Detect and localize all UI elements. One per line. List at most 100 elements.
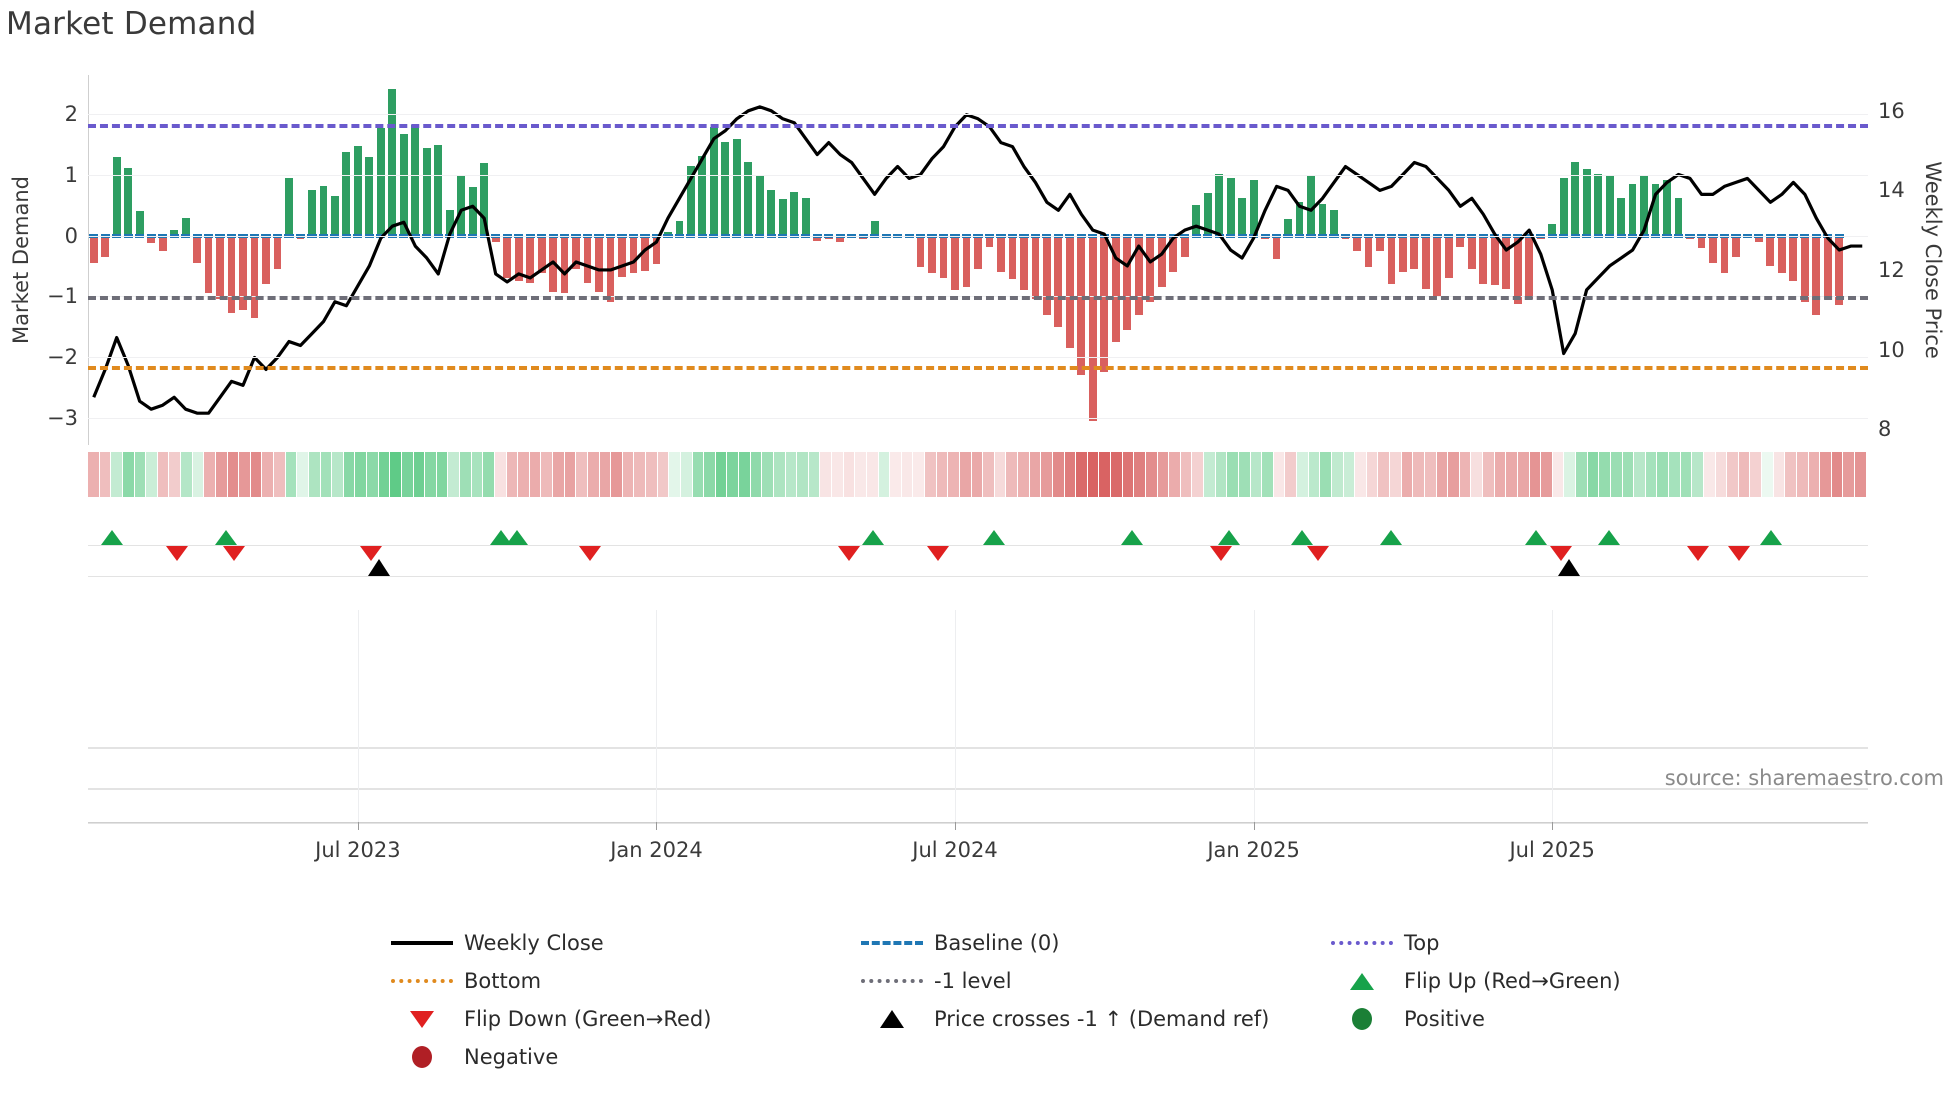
flip-up-marker[interactable] — [1525, 530, 1548, 545]
legend-item[interactable]: Bottom — [380, 966, 850, 996]
demand-bar — [480, 162, 489, 236]
heat-cell — [1018, 452, 1030, 497]
demand-bar — [1088, 235, 1097, 421]
heat-cell — [401, 452, 414, 497]
flip-up-marker[interactable] — [861, 530, 884, 545]
flip-down-marker[interactable] — [222, 546, 245, 561]
chart-legend: Weekly Close Baseline (0) Top Bottom -1 leve… — [380, 928, 1680, 1072]
flip-down-marker[interactable] — [926, 546, 949, 561]
y-tick-left: −2 — [47, 345, 78, 370]
flip-down-marker[interactable] — [837, 546, 860, 561]
heat-cell — [494, 452, 507, 497]
flip-down-marker[interactable] — [578, 546, 601, 561]
flip-up-marker[interactable] — [983, 530, 1006, 545]
demand-bar — [491, 235, 500, 242]
legend-item[interactable]: Weekly Close — [380, 928, 850, 958]
legend-label: -1 level — [934, 969, 1012, 993]
heat-cell — [262, 452, 274, 497]
flip-up-marker[interactable] — [214, 530, 237, 545]
panel-rule-3 — [88, 822, 1868, 824]
heat-cell — [1820, 452, 1832, 497]
flip-up-marker[interactable] — [1759, 530, 1782, 545]
demand-bar — [537, 235, 546, 274]
flip-down-marker[interactable] — [1209, 546, 1232, 561]
line-dotted-icon — [1331, 941, 1393, 945]
demand-bar — [376, 127, 385, 236]
legend-item[interactable]: Flip Down (Green→Red) — [380, 1004, 850, 1034]
flip-up-marker[interactable] — [1598, 530, 1621, 545]
heat-cell — [1204, 452, 1216, 497]
demand-bar — [1835, 235, 1844, 306]
heat-cell — [1192, 452, 1204, 497]
heat-cell — [553, 452, 565, 497]
x-tick-mark — [1552, 822, 1554, 830]
heat-cell — [529, 452, 542, 497]
flip-down-marker[interactable] — [1549, 546, 1572, 561]
heat-cell — [634, 452, 646, 497]
legend-item[interactable]: Flip Up (Red→Green) — [1320, 966, 1680, 996]
heat-cell — [657, 452, 670, 497]
demand-bar — [1111, 235, 1120, 342]
legend-label: Negative — [464, 1045, 559, 1069]
legend-item[interactable]: Negative — [380, 1042, 850, 1072]
heat-cell — [413, 452, 426, 497]
demand-bar — [870, 220, 879, 236]
flip-down-marker[interactable] — [1687, 546, 1710, 561]
y-tick-right: 10 — [1878, 337, 1905, 362]
heat-cell — [1122, 452, 1135, 497]
heat-cell — [1424, 452, 1437, 497]
heat-cell — [1552, 452, 1565, 497]
heat-cell — [1029, 452, 1042, 497]
y-axis-left-spine — [88, 75, 89, 445]
price-cross-marker[interactable] — [368, 559, 391, 576]
demand-bar — [1548, 223, 1557, 236]
legend-item[interactable]: -1 level — [850, 966, 1320, 996]
bottom-level-line — [88, 366, 1868, 371]
x-tick-label: Jul 2023 — [315, 838, 401, 862]
flip-up-marker[interactable] — [1217, 530, 1240, 545]
demand-bar — [560, 235, 569, 294]
flip-up-marker[interactable] — [1290, 530, 1313, 545]
demand-bar — [652, 235, 661, 264]
line-dotted-icon — [391, 979, 453, 983]
flip-up-marker[interactable] — [1379, 530, 1402, 545]
triangle-up-icon — [1350, 972, 1374, 990]
heat-cell — [1773, 452, 1786, 497]
heat-cell — [215, 452, 228, 497]
demand-bar — [468, 187, 477, 236]
price-cross-marker[interactable] — [1557, 559, 1580, 576]
demand-bar — [1054, 235, 1063, 327]
demand-bar — [572, 235, 580, 270]
heat-cell — [1041, 452, 1053, 497]
flip-down-marker[interactable] — [166, 546, 188, 561]
heat-cell — [1273, 452, 1286, 497]
heat-cell — [1517, 452, 1530, 497]
heat-cell — [518, 452, 530, 497]
demand-bar — [985, 235, 994, 247]
flip-down-marker[interactable] — [1727, 546, 1750, 561]
demand-bar — [1157, 235, 1166, 288]
heat-cell — [773, 452, 786, 497]
demand-bar — [1777, 235, 1786, 274]
demand-bar — [1571, 161, 1580, 236]
flip-up-marker[interactable] — [505, 530, 528, 545]
flip-down-marker[interactable] — [1306, 546, 1329, 561]
heat-cell — [878, 452, 891, 497]
demand-bar — [147, 235, 156, 243]
legend-item[interactable]: Positive — [1320, 1004, 1680, 1034]
x-tick-label: Jul 2024 — [912, 838, 998, 862]
flip-up-marker[interactable] — [1120, 530, 1143, 545]
legend-item[interactable]: Top — [1320, 928, 1680, 958]
flip-down-marker[interactable] — [360, 546, 383, 561]
legend-item[interactable]: Baseline (0) — [850, 928, 1320, 958]
legend-item[interactable]: Price crosses -1 ↑ (Demand ref) — [850, 1004, 1320, 1034]
x-tick-mark — [656, 822, 658, 830]
legend-label: Price crosses -1 ↑ (Demand ref) — [934, 1007, 1270, 1031]
demand-bar — [1295, 202, 1304, 236]
flip-up-marker[interactable] — [101, 530, 124, 545]
heat-cell — [727, 452, 739, 497]
demand-bar — [1008, 235, 1017, 280]
heat-cell — [1727, 452, 1739, 497]
demand-bar — [755, 175, 764, 236]
heat-cell — [111, 452, 123, 497]
